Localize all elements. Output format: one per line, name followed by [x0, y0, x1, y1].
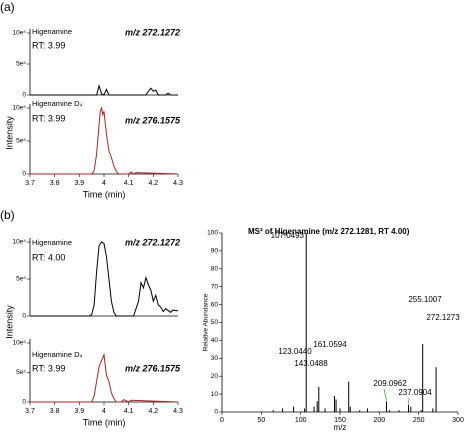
mz-label: m/z 272.1272: [125, 27, 180, 37]
x-tick-label: 200: [373, 417, 385, 424]
trace: [30, 241, 179, 317]
y-tick-label: 0: [22, 92, 26, 99]
y-tick-label: 10e⁵: [12, 105, 26, 112]
y-tick-label: 100: [207, 230, 218, 237]
y-tick-label: 50: [211, 319, 219, 326]
peak-label: 161.0594: [313, 340, 347, 349]
x-tick-label: 3.9: [74, 180, 84, 187]
y-tick-label: 90: [211, 248, 219, 255]
rt-label: RT: 4.00: [32, 252, 65, 262]
x-tick-label: 4.3: [173, 408, 183, 415]
peak-label: 143.0488: [294, 359, 328, 368]
x-axis-label: m/z: [334, 423, 347, 432]
compound-label: Higenamine: [32, 238, 72, 247]
y-axis-label: Intensity: [4, 305, 14, 339]
compound-label: Higenamine D₄: [32, 350, 83, 359]
mz-label: m/z 276.1575: [125, 115, 181, 125]
compound-label: Higenamine: [32, 27, 72, 36]
trace: [30, 352, 179, 403]
x-tick-label: 4.3: [173, 180, 183, 187]
rt-label: RT: 3.99: [32, 40, 65, 50]
y-tick-label: 10e⁵: [12, 239, 26, 246]
compound-label: Higenamine D₄: [32, 99, 83, 108]
trace: [30, 83, 178, 96]
rt-label: RT: 3.99: [32, 113, 65, 123]
y-tick-label: 10e⁵: [12, 340, 26, 347]
y-tick-label: 40: [211, 337, 219, 344]
y-tick-label: 5e⁵: [16, 276, 26, 283]
y-tick-label: 5e⁵: [16, 369, 26, 376]
peak-label: 123.0440: [278, 347, 312, 356]
x-tick-label: 3.9: [74, 408, 84, 415]
peak-label: 255.1007: [408, 295, 442, 304]
x-tick-label: 4: [102, 408, 106, 415]
x-tick-label: 300: [452, 417, 464, 424]
x-tick-label: 3.7: [25, 180, 35, 187]
y-tick-label: 0: [22, 313, 26, 320]
x-tick-label: 3.8: [50, 180, 60, 187]
peak-label: 107.0493: [271, 231, 305, 240]
peak-label: 209.0962: [373, 379, 407, 388]
x-tick-label: 4.1: [124, 180, 134, 187]
x-tick-label: 4: [102, 180, 106, 187]
y-tick-label: 5e⁵: [16, 138, 26, 145]
y-tick-label: 60: [211, 301, 219, 308]
x-axis-label: Time (min): [83, 417, 126, 427]
y-tick-label: 0: [22, 171, 26, 178]
trace: [30, 106, 179, 175]
x-tick-label: 100: [295, 417, 307, 424]
x-tick-label: 250: [413, 417, 425, 424]
x-tick-label: 4.1: [124, 408, 134, 415]
x-tick-label: 4.2: [148, 408, 158, 415]
chart-title: MS² of Higenamine (m/z 272.1281, RT 4.00…: [248, 227, 410, 236]
peak-label: 237.0904: [398, 388, 432, 397]
y-axis-label: Intensity: [4, 116, 14, 150]
y-tick-label: 70: [211, 283, 219, 290]
x-tick-label: 0: [220, 417, 224, 424]
panel-label: (a): [0, 0, 15, 14]
y-tick-label: 30: [211, 355, 219, 362]
peak-pointer: [383, 388, 387, 401]
x-tick-label: 3.7: [25, 408, 35, 415]
x-axis-label: Time (min): [83, 189, 126, 199]
x-tick-label: 150: [334, 417, 346, 424]
y-tick-label: 0: [214, 409, 218, 416]
y-tick-label: 10: [211, 391, 219, 398]
y-tick-label: 0: [22, 399, 26, 406]
rt-label: RT: 3.99: [32, 363, 65, 373]
y-tick-label: 80: [211, 266, 219, 273]
panel-label: (b): [0, 208, 15, 222]
mz-label: m/z 276.1575: [125, 363, 181, 373]
x-tick-label: 3.8: [50, 408, 60, 415]
y-axis-label: Relative Abundance: [203, 293, 210, 351]
y-tick-label: 20: [211, 373, 219, 380]
x-tick-label: 4.2: [148, 180, 158, 187]
y-tick-label: 5e⁵: [16, 61, 26, 68]
x-tick-label: 50: [257, 417, 265, 424]
peak-label: 272.1273: [426, 313, 460, 322]
y-tick-label: 10e⁵: [12, 30, 26, 37]
mz-label: m/z 272.1272: [125, 237, 180, 247]
